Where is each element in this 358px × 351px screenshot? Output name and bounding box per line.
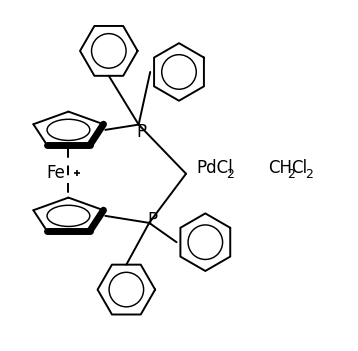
Text: P: P [136, 123, 146, 141]
Text: CH: CH [268, 159, 292, 178]
Text: 2: 2 [287, 168, 295, 181]
Text: 2: 2 [226, 168, 234, 181]
Text: 2: 2 [305, 168, 313, 181]
Text: PdCl: PdCl [197, 159, 233, 178]
Text: P: P [147, 211, 157, 229]
Text: Fe: Fe [47, 164, 66, 182]
Text: Cl: Cl [291, 159, 308, 178]
